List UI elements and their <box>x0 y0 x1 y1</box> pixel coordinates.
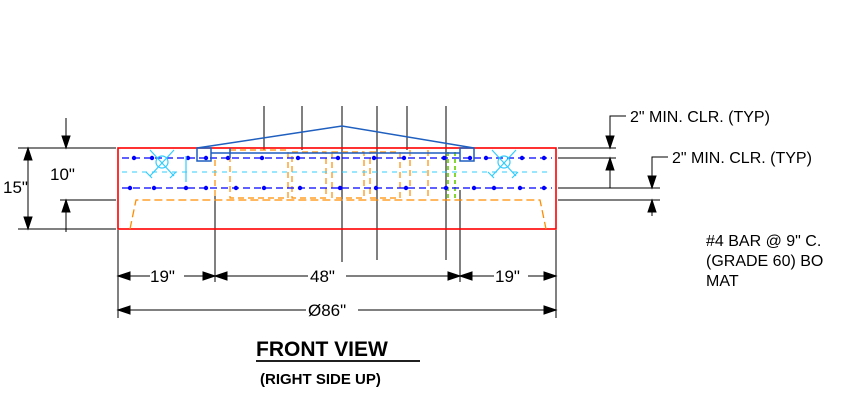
embed-detail-lines <box>214 149 429 199</box>
clearance-note-side: 2" MIN. CLR. (TYP) <box>672 150 812 167</box>
rebar-dots-top <box>131 155 547 161</box>
view-title: FRONT VIEW <box>256 338 388 361</box>
slab-outline <box>117 147 557 230</box>
depth-10-label: 10" <box>50 165 75 184</box>
green-marker-lines <box>447 152 456 200</box>
dim-19-left-label: 19" <box>150 267 175 286</box>
left-dimension-lines <box>18 118 116 232</box>
anchor-symbol-left <box>145 149 187 182</box>
vertical-extension-lines <box>117 106 557 318</box>
rebar-note-line3: MAT <box>706 273 739 290</box>
view-subtitle: (RIGHT SIDE UP) <box>260 371 381 388</box>
top-plate <box>196 125 475 162</box>
clearance-note-top: 2" MIN. CLR. (TYP) <box>630 109 770 126</box>
diameter-label: Ø86" <box>308 301 346 320</box>
dim-48-label: 48" <box>310 267 335 286</box>
right-clearance-lines <box>558 115 668 216</box>
dim-19-right-label: 19" <box>495 267 520 286</box>
rebar-dots-bottom <box>127 185 547 191</box>
rebar-note-line1: #4 BAR @ 9" C. <box>706 233 821 250</box>
rebar-note-line2: (GRADE 60) BO <box>706 253 823 270</box>
depth-15-label: 15" <box>3 178 28 197</box>
bottom-dimension-lines <box>116 271 558 315</box>
anchor-symbol-right <box>487 149 519 179</box>
bottom-mat-outline <box>129 199 547 230</box>
